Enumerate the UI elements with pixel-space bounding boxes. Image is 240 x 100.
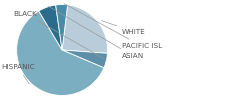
Text: ASIAN: ASIAN [48,6,144,59]
Wedge shape [62,5,108,53]
Wedge shape [17,11,104,96]
Wedge shape [39,5,62,50]
Text: HISPANIC: HISPANIC [1,64,35,84]
Wedge shape [62,50,108,68]
Text: BLACK: BLACK [13,11,106,60]
Text: WHITE: WHITE [102,21,146,35]
Wedge shape [56,4,68,50]
Text: PACIFIC ISL: PACIFIC ISL [64,4,162,49]
